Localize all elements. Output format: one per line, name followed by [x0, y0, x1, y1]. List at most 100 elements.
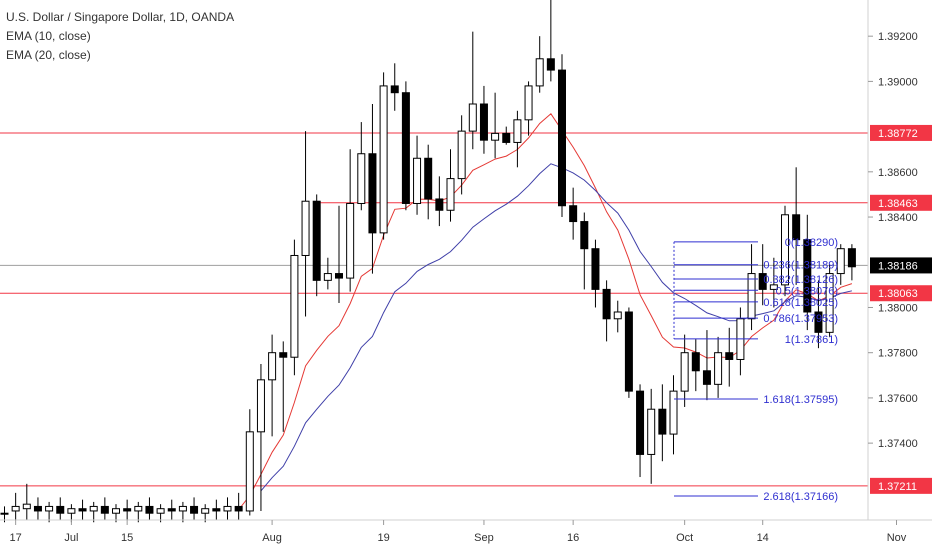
candle-body-up	[769, 284, 778, 290]
fib-level-label: 0.618(1.38025)	[763, 297, 838, 309]
time-tick-label: 17	[10, 532, 22, 544]
price-axis-labels: 1.38772 1.38463 1.38063 1.37211 1.38186	[870, 124, 932, 494]
candle-body-down	[814, 311, 823, 333]
level-price-label-text: 1.38063	[878, 288, 918, 300]
candle-body-down	[335, 273, 343, 279]
candle-body-down	[100, 505, 109, 514]
time-tick-label: 19	[377, 532, 389, 544]
candles	[0, 0, 856, 523]
candle-body-up	[457, 130, 466, 180]
level-price-label-box	[870, 477, 932, 494]
fib-level-label: 0.236(1.38189)	[763, 260, 838, 272]
candle-body-down	[56, 505, 65, 514]
last-price-label-text: 1.38186	[878, 260, 918, 272]
time-tick-label: Nov	[887, 532, 907, 544]
time-axis[interactable]: 17 Jul 15 Aug 19 Sep 16 Oct 14 Nov	[10, 520, 907, 544]
candle-body-up	[535, 58, 544, 87]
candle-body-down	[602, 288, 611, 320]
candle-body-up	[669, 390, 678, 435]
price-tick-label: 1.38000	[878, 302, 918, 314]
candle-body-up	[468, 103, 477, 132]
candle-body-down	[502, 132, 511, 143]
chart-title: U.S. Dollar / Singapore Dollar, 1D, OAND…	[6, 10, 235, 24]
price-tick-label: 1.39200	[878, 31, 918, 43]
candle-body-up	[223, 505, 232, 512]
candle-body-up	[346, 202, 355, 279]
candle-body-down	[546, 58, 555, 71]
candle-body-up	[491, 132, 500, 141]
horizontal-levels	[0, 132, 868, 487]
candle-body-down	[167, 508, 176, 512]
candle-body-up	[89, 505, 98, 512]
candle-body-down	[758, 273, 767, 290]
ema-10-legend: EMA (10, close)	[6, 29, 91, 43]
candle-body-down	[569, 205, 578, 223]
time-tick-label: Jul	[64, 532, 78, 544]
candle-body-up	[67, 508, 76, 514]
candle-body-up	[747, 273, 756, 320]
time-tick-label: Aug	[262, 532, 282, 544]
candle-body-up	[323, 273, 332, 281]
level-price-label-box	[870, 124, 932, 141]
candle-body-down	[479, 103, 488, 141]
candle-body-up	[256, 379, 265, 433]
candle-body-up	[446, 178, 455, 211]
fib-level-label: 2.618(1.37166)	[763, 491, 838, 503]
candle-body-up	[825, 273, 834, 333]
price-tick-label: 1.37600	[878, 393, 918, 405]
candle-body-down	[390, 85, 399, 94]
candle-body-down	[312, 200, 321, 281]
fib-level-label: 1(1.37861)	[785, 334, 838, 346]
candle-body-down	[33, 505, 42, 512]
candle-body-up	[781, 214, 789, 286]
price-tick-label: 1.38400	[878, 212, 918, 224]
ema-20-legend: EMA (20, close)	[6, 48, 91, 62]
candle-body-down	[658, 408, 667, 435]
candle-body-down	[212, 508, 221, 512]
candle-body-down	[803, 239, 812, 313]
price-tick-label: 1.37400	[878, 438, 918, 450]
candle-body-down	[847, 248, 856, 268]
candle-body-up	[290, 254, 299, 358]
candle-body-up	[22, 503, 31, 510]
candle-body-down	[123, 508, 132, 512]
candle-body-up	[680, 352, 689, 392]
time-tick-label: 15	[121, 532, 133, 544]
candle-body-up	[268, 352, 277, 381]
chart-legend: U.S. Dollar / Singapore Dollar, 1D, OAND…	[6, 8, 234, 65]
candle-body-down	[145, 505, 154, 514]
price-tick-label: 1.38600	[878, 167, 918, 179]
price-axis[interactable]: 1.39200 1.39000 1.38600 1.38400 1.38000 1.378…	[868, 31, 918, 450]
candle-body-down	[424, 157, 433, 200]
candle-body-down	[279, 352, 288, 358]
price-tick-label: 1.37800	[878, 348, 918, 360]
candle-body-up	[201, 508, 210, 514]
fib-level-label: 0.786(1.37953)	[763, 313, 838, 325]
price-tick-label: 1.39000	[878, 76, 918, 88]
level-price-label-box	[870, 285, 932, 302]
candle-body-up	[178, 505, 187, 512]
candle-body-up	[413, 157, 422, 204]
candle-body-up	[45, 505, 54, 512]
candle-body-up	[156, 508, 165, 514]
time-tick-label: Sep	[474, 532, 494, 544]
time-tick-label: 14	[757, 532, 769, 544]
candle-body-down	[190, 505, 199, 514]
candle-body-down	[725, 352, 734, 360]
candle-body-up	[836, 248, 845, 275]
candle-body-down	[636, 390, 645, 455]
candle-body-down	[78, 508, 87, 512]
fib-level-label: 0.5(1.38076)	[776, 285, 838, 297]
fib-level-label: 1.618(1.37595)	[763, 394, 838, 406]
fib-level-label: 0.382(1.38126)	[763, 274, 838, 286]
last-price-label-box	[870, 257, 932, 274]
candle-body-down	[234, 505, 243, 512]
candle-body-down	[691, 352, 700, 372]
candle-body-up	[301, 200, 310, 256]
candle-body-down	[624, 311, 633, 392]
level-price-label-text: 1.38463	[878, 198, 918, 210]
candle-body-down	[792, 214, 801, 241]
candle-body-up	[112, 508, 120, 514]
